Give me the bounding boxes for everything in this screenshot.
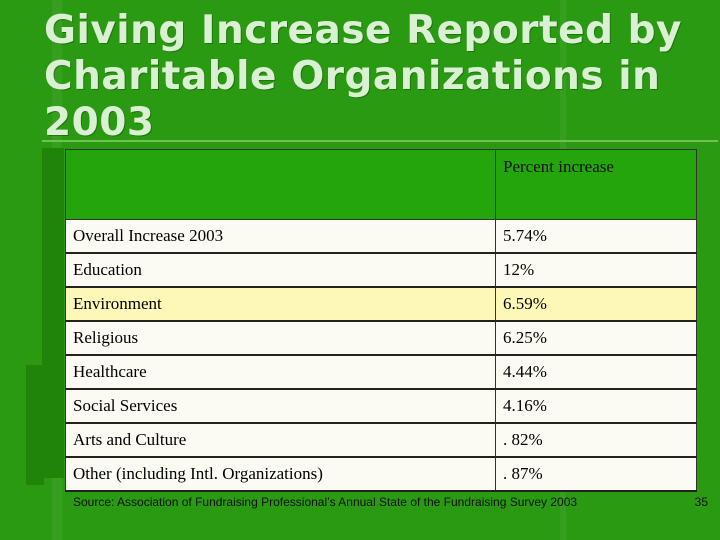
table-row: Religious 6.25%	[65, 320, 697, 356]
row-value: . 87%	[495, 456, 697, 492]
table-header-row: Percent increase	[65, 149, 697, 220]
table-row: Healthcare 4.44%	[65, 354, 697, 390]
page-number: 35	[694, 495, 708, 509]
row-category: Arts and Culture	[65, 422, 496, 458]
table-shadow	[42, 148, 64, 478]
row-value: 6.59%	[495, 286, 697, 322]
row-category: Environment	[65, 286, 496, 322]
row-value: 4.44%	[495, 354, 697, 390]
table-row: Overall Increase 2003 5.74%	[65, 219, 697, 254]
row-category: Religious	[65, 320, 496, 356]
title-underline	[42, 140, 718, 142]
row-value: 4.16%	[495, 388, 697, 424]
table-row: Other (including Intl. Organizations) . …	[65, 456, 697, 492]
giving-increase-table: Percent increase Overall Increase 2003 5…	[65, 149, 697, 492]
row-value: 6.25%	[495, 320, 697, 356]
source-citation: Source: Association of Fundraising Profe…	[73, 495, 578, 509]
header-cell-category	[65, 149, 496, 220]
row-category: Education	[65, 252, 496, 288]
header-cell-percent: Percent increase	[495, 149, 697, 220]
row-value: 5.74%	[495, 219, 697, 254]
row-value: 12%	[495, 252, 697, 288]
row-category: Other (including Intl. Organizations)	[65, 456, 496, 492]
row-category: Healthcare	[65, 354, 496, 390]
table-row-highlighted: Environment 6.59%	[65, 286, 697, 322]
table-shadow	[26, 365, 44, 485]
row-category: Overall Increase 2003	[65, 219, 496, 254]
slide-title: Giving Increase Reported by Charitable O…	[44, 8, 682, 145]
table-row: Arts and Culture . 82%	[65, 422, 697, 458]
row-value: . 82%	[495, 422, 697, 458]
table-row: Education 12%	[65, 252, 697, 288]
row-category: Social Services	[65, 388, 496, 424]
table-row: Social Services 4.16%	[65, 388, 697, 424]
